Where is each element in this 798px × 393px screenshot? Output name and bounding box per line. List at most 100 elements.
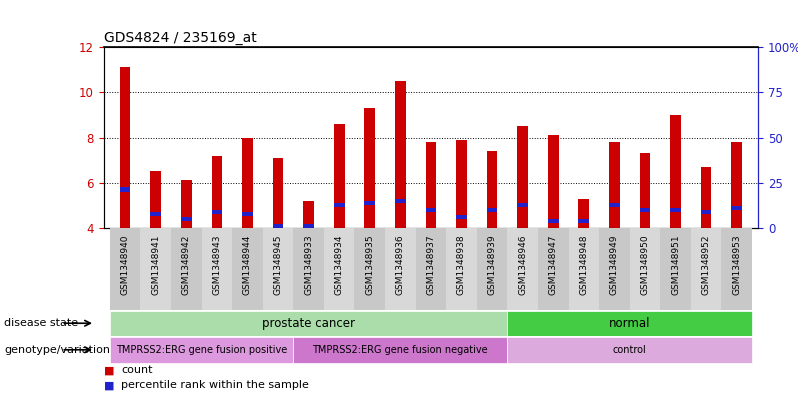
Text: GSM1348951: GSM1348951 [671,235,680,295]
Text: GSM1348950: GSM1348950 [641,235,650,295]
Text: GSM1348939: GSM1348939 [488,235,496,295]
Text: GSM1348933: GSM1348933 [304,235,313,295]
Bar [232,228,263,310]
Bar [385,228,416,310]
Text: GSM1348948: GSM1348948 [579,235,588,295]
Bar [294,228,324,310]
Text: GSM1348953: GSM1348953 [733,235,741,295]
Bar [538,228,568,310]
Text: GSM1348940: GSM1348940 [120,235,129,295]
Bar [416,228,446,310]
Text: GSM1348941: GSM1348941 [152,235,160,295]
Bar [609,142,620,228]
Bar [446,228,476,310]
Text: percentile rank within the sample: percentile rank within the sample [121,380,309,390]
Bar [365,201,375,205]
Bar [202,228,232,310]
Bar [150,171,161,228]
Bar [568,228,599,310]
Bar [517,126,528,228]
Text: count: count [121,365,152,375]
Bar [548,135,559,228]
Bar [508,228,538,310]
Text: GSM1348945: GSM1348945 [274,235,282,295]
Bar [120,187,131,191]
Bar [476,228,508,310]
Bar [211,156,222,228]
Bar [487,151,497,228]
Text: disease state: disease state [4,318,78,328]
Bar [181,217,192,221]
Bar [731,206,742,209]
Bar [150,212,161,217]
Text: ■: ■ [104,380,114,390]
Bar [731,142,742,228]
Text: ■: ■ [104,365,114,375]
Bar [701,210,712,214]
Bar [640,208,650,212]
Bar [456,215,467,219]
Text: GSM1348947: GSM1348947 [549,235,558,295]
Text: GSM1348936: GSM1348936 [396,235,405,295]
Bar [517,203,528,208]
Text: GSM1348946: GSM1348946 [518,235,527,295]
Bar [181,180,192,228]
Text: TMPRSS2:ERG gene fusion negative: TMPRSS2:ERG gene fusion negative [313,345,488,355]
Bar [640,153,650,228]
Text: GSM1348952: GSM1348952 [701,235,710,295]
Bar [548,219,559,223]
Text: TMPRSS2:ERG gene fusion positive: TMPRSS2:ERG gene fusion positive [116,345,287,355]
Bar [334,124,345,228]
Bar [670,208,681,212]
Bar [599,228,630,310]
Bar [303,201,314,228]
Text: GSM1348938: GSM1348938 [457,235,466,295]
Bar [140,228,171,310]
Bar [721,228,752,310]
Bar [701,167,712,228]
Bar [110,336,294,363]
Bar [579,198,589,228]
Bar [487,208,497,212]
Text: GSM1348942: GSM1348942 [182,235,191,295]
Text: GSM1348937: GSM1348937 [426,235,436,295]
Bar [294,336,508,363]
Bar [263,228,294,310]
Bar [242,138,253,228]
Text: normal: normal [609,317,650,330]
Text: GSM1348935: GSM1348935 [365,235,374,295]
Text: GDS4824 / 235169_at: GDS4824 / 235169_at [104,31,256,45]
Bar [609,203,620,208]
Text: GSM1348949: GSM1348949 [610,235,619,295]
Bar [425,208,437,212]
Bar [303,224,314,228]
Bar [334,203,345,208]
Bar [354,228,385,310]
Bar [120,68,131,228]
Bar [508,311,752,336]
Bar [660,228,691,310]
Bar [273,224,283,228]
Bar [456,140,467,228]
Bar [395,81,405,228]
Bar [110,228,140,310]
Bar [110,311,508,336]
Bar [273,158,283,228]
Text: prostate cancer: prostate cancer [262,317,355,330]
Text: GSM1348943: GSM1348943 [212,235,221,295]
Bar [691,228,721,310]
Bar [324,228,354,310]
Bar [630,228,660,310]
Bar [508,336,752,363]
Bar [395,199,405,203]
Text: GSM1348934: GSM1348934 [334,235,344,295]
Bar [211,210,222,214]
Bar [365,108,375,228]
Text: GSM1348944: GSM1348944 [243,235,252,295]
Bar [670,115,681,228]
Bar [579,219,589,223]
Bar [171,228,202,310]
Text: control: control [613,345,646,355]
Bar [242,212,253,217]
Bar [425,142,437,228]
